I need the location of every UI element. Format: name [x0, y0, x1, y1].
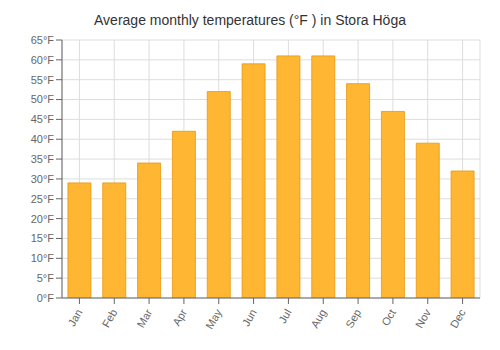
svg-text:45°F: 45°F: [31, 113, 55, 125]
svg-text:Jun: Jun: [240, 307, 259, 328]
svg-text:20°F: 20°F: [31, 213, 55, 225]
svg-text:5°F: 5°F: [37, 272, 55, 284]
svg-text:Nov: Nov: [413, 307, 433, 330]
svg-text:50°F: 50°F: [31, 93, 55, 105]
svg-text:25°F: 25°F: [31, 193, 55, 205]
svg-text:55°F: 55°F: [31, 74, 55, 86]
svg-text:Dec: Dec: [448, 307, 468, 330]
svg-text:Apr: Apr: [170, 307, 189, 328]
svg-text:Sep: Sep: [343, 307, 363, 330]
svg-text:May: May: [203, 307, 224, 331]
html-text:Average monthly temperatures (: Average monthly temperatures (°F ) in St…: [94, 12, 406, 28]
svg-text:Aug: Aug: [308, 307, 328, 330]
svg-text:15°F: 15°F: [31, 232, 55, 244]
svg-text:10°F: 10°F: [31, 252, 55, 264]
svg-text:40°F: 40°F: [31, 133, 55, 145]
svg-text:0°F: 0°F: [37, 292, 55, 304]
svg-text:30°F: 30°F: [31, 173, 55, 185]
svg-text:65°F: 65°F: [31, 34, 55, 46]
svg-text:Oct: Oct: [379, 307, 398, 328]
svg-text:35°F: 35°F: [31, 153, 55, 165]
svg-text:Jul: Jul: [276, 307, 293, 325]
svg-text:60°F: 60°F: [31, 54, 55, 66]
svg-text:Jan: Jan: [65, 307, 84, 328]
svg-text:Mar: Mar: [134, 307, 154, 330]
svg-text:Feb: Feb: [100, 307, 120, 329]
